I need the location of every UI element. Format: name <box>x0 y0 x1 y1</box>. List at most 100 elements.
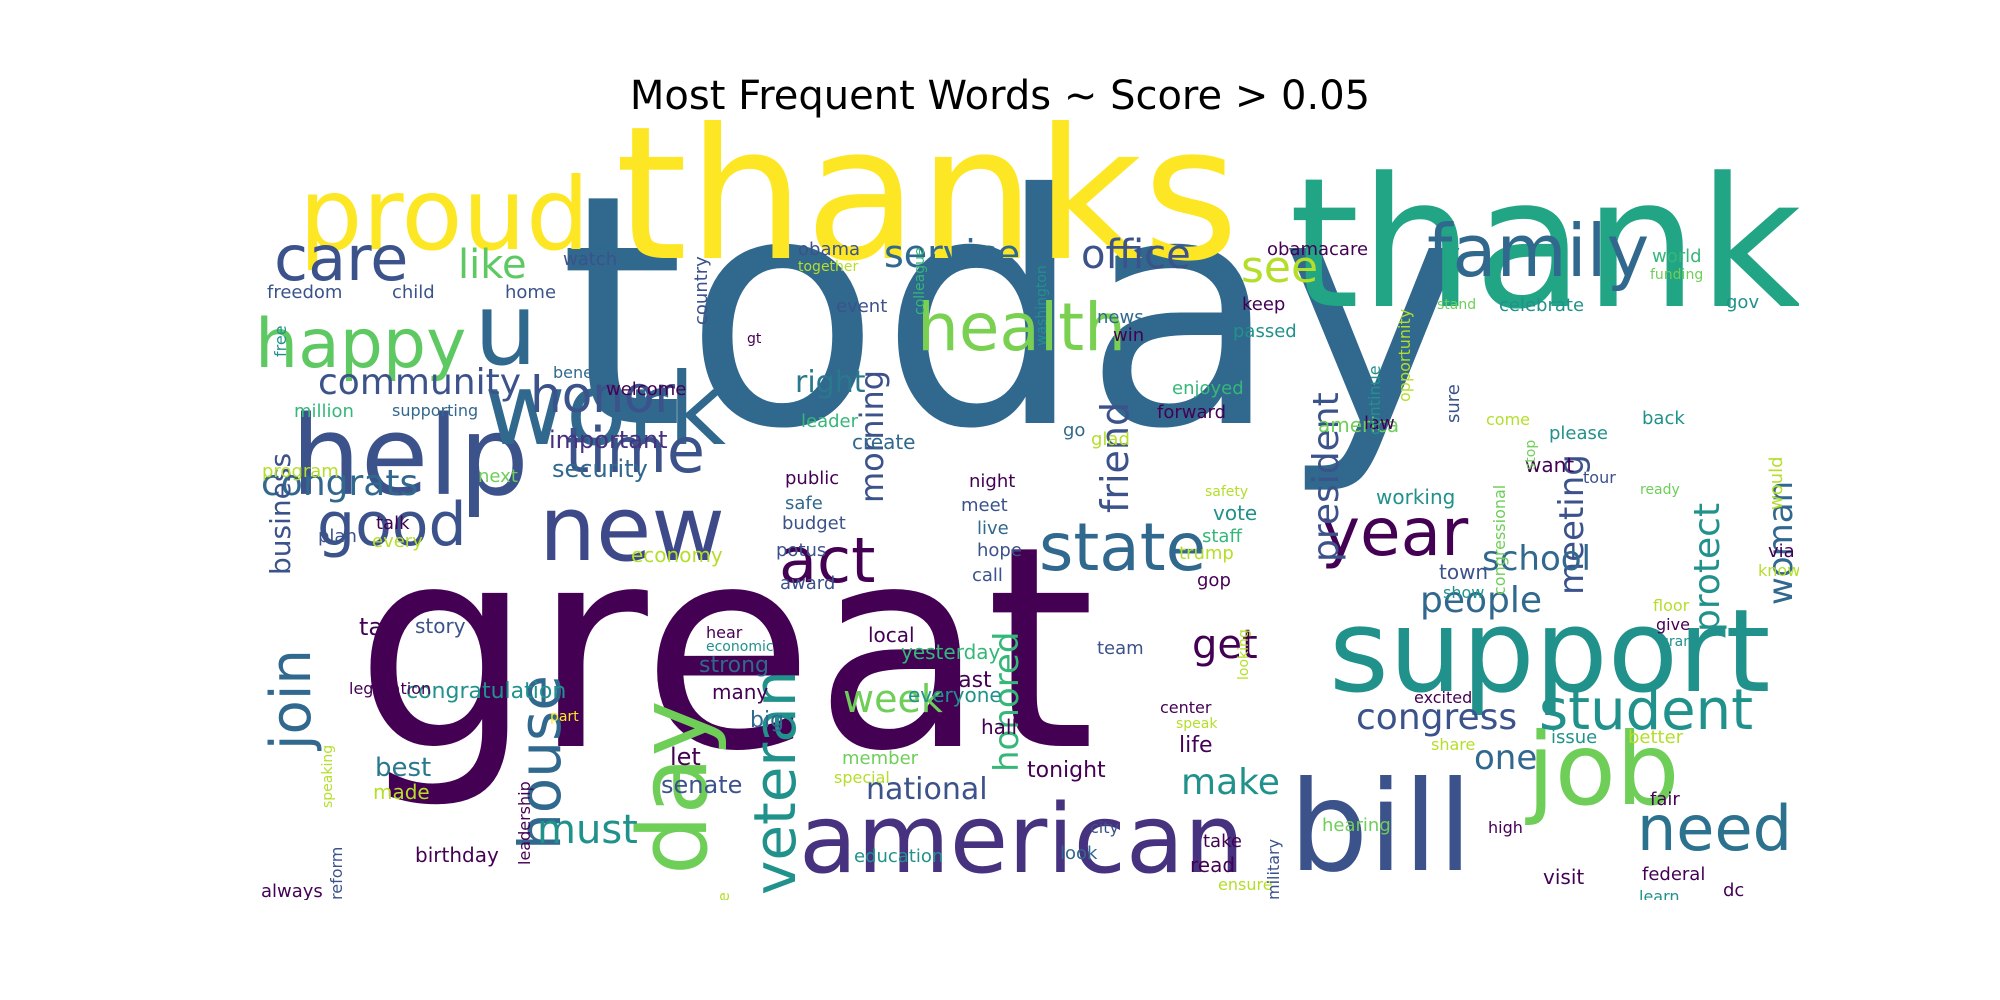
word-happy: happy <box>259 305 467 384</box>
word-night: night <box>969 471 1016 492</box>
word-last: last <box>952 668 992 693</box>
word-hear: hear <box>706 623 743 642</box>
word-working: working <box>1376 485 1456 509</box>
word-benefit: benefit <box>553 363 610 382</box>
word-important: important <box>549 426 668 454</box>
word-opportunity: opportunity <box>1395 308 1414 402</box>
word-floor: floor <box>1653 596 1690 615</box>
word-stand: stand <box>1437 297 1477 313</box>
word-funding: funding <box>1650 267 1704 283</box>
word-news: news <box>1097 307 1144 328</box>
word-call: call <box>972 565 1003 586</box>
word-today: today <box>559 127 1469 499</box>
word-state: state <box>1039 509 1207 586</box>
word-strong: strong <box>699 653 770 678</box>
word-gop: gop <box>1197 570 1231 591</box>
word-read: read <box>1190 853 1236 877</box>
word-many: many <box>712 680 769 704</box>
word-job: job <box>1527 711 1680 828</box>
word-office: office <box>1081 232 1191 278</box>
word-hope: hope <box>977 540 1022 561</box>
word-friend: friend <box>1093 401 1137 513</box>
word-issue: issue <box>1551 727 1598 748</box>
word-stop: stop <box>1523 439 1539 470</box>
word-join: join <box>259 649 324 750</box>
word-enjoyed: enjoyed <box>1172 378 1244 399</box>
word-ensure: ensure <box>1218 875 1273 894</box>
word-story: story <box>415 614 466 638</box>
word-colleague: colleague <box>912 247 928 315</box>
word-honor: honor <box>530 366 676 424</box>
word-win: win <box>1113 325 1145 346</box>
word-award: award <box>780 573 836 594</box>
word-community: community <box>318 362 522 403</box>
word-congrats: congrats <box>261 463 419 504</box>
word-every: every <box>372 531 423 552</box>
word-congressional: congressional <box>1490 484 1509 595</box>
word-share: share <box>1431 735 1476 754</box>
word-reform: reform <box>327 846 346 900</box>
word-care: care <box>274 222 409 295</box>
word-ready: ready <box>1640 482 1680 498</box>
word-grant: grant <box>1660 634 1698 650</box>
word-safety: safety <box>1205 484 1249 500</box>
word-america: america <box>1318 413 1400 437</box>
word-like: like <box>458 242 527 288</box>
word-hearing: hearing <box>1322 815 1391 836</box>
word-legislation: legislation <box>349 679 432 698</box>
word-national: national <box>866 772 988 807</box>
word-trump: trump <box>1179 543 1234 564</box>
word-federal: federal <box>1642 864 1706 885</box>
word-forward: forward <box>1157 402 1227 423</box>
word-freedom: freedom <box>267 282 343 303</box>
word-bill: bill <box>1289 755 1473 900</box>
word-continue: continue <box>1365 365 1384 435</box>
word-public: public <box>785 468 840 489</box>
word-law: law <box>1364 413 1395 434</box>
word-better: better <box>1628 727 1684 748</box>
word-looking: looking <box>1236 629 1252 680</box>
word-speak: speak <box>1176 716 1218 732</box>
word-special: special <box>834 768 890 787</box>
word-come: come <box>1486 410 1531 429</box>
word-next: next <box>478 466 518 487</box>
word-part: part <box>550 709 579 725</box>
word-people: people <box>1420 580 1543 621</box>
word-veteran: veteran <box>741 670 809 895</box>
word-big: big <box>750 708 785 733</box>
word-leadership: leadership <box>515 781 534 865</box>
word-home: home <box>505 282 557 303</box>
word-dc: dc <box>1723 880 1745 900</box>
word-family: family <box>1427 209 1650 293</box>
word-everyone: everyone <box>908 683 1002 707</box>
word-gov: gov <box>1726 292 1760 313</box>
word-support: support <box>1329 585 1771 719</box>
word-great: great <box>355 487 1096 813</box>
word-via: via <box>1768 541 1795 562</box>
word-good: good <box>317 490 467 560</box>
word-member: member <box>842 748 919 769</box>
word-team: team <box>1097 638 1144 659</box>
word-want: want <box>1525 453 1575 477</box>
word-child: child <box>392 282 435 303</box>
word-new: new <box>539 477 726 582</box>
word-week: week <box>843 677 943 721</box>
word-economic: economic <box>706 639 774 655</box>
word-excited: excited <box>1414 688 1473 707</box>
word-always: always <box>261 881 323 901</box>
word-time: time <box>565 414 706 487</box>
word-together: together <box>798 259 859 275</box>
word-make: make <box>1181 762 1280 803</box>
word-right: right <box>795 365 866 400</box>
word-student: student <box>1539 678 1754 743</box>
word-visit: visit <box>1543 865 1585 889</box>
word-tonight: tonight <box>1027 758 1106 783</box>
word-health: health <box>917 289 1126 366</box>
word-proud: proud <box>299 156 590 273</box>
word-american: american <box>799 785 1245 895</box>
word-country: country <box>691 256 712 325</box>
page-title: Most Frequent Words ~ Score > 0.05 <box>629 73 1371 119</box>
word-let: let <box>670 743 701 771</box>
word-see: see <box>1241 242 1319 293</box>
word-service: service <box>884 232 1021 276</box>
